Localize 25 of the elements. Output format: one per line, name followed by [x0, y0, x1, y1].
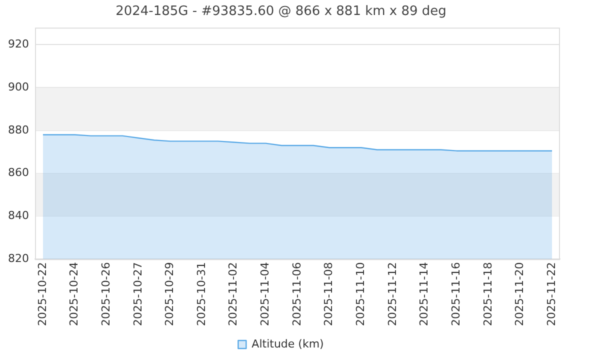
- legend-label: Altitude (km): [252, 337, 324, 350]
- x-tick-label: 2025-11-20: [513, 262, 526, 326]
- x-tick-label: 2025-11-22: [544, 262, 558, 326]
- x-tick-label: 2025-11-04: [258, 262, 272, 326]
- x-tick-label: 2025-11-18: [481, 262, 494, 326]
- x-tick-label: 2025-11-08: [322, 262, 336, 326]
- x-tick-label: 2025-10-22: [36, 262, 49, 326]
- y-tick-label: 820: [8, 252, 29, 265]
- x-tick-label: 2025-10-26: [99, 262, 112, 326]
- x-tick-label: 2025-11-12: [386, 262, 399, 326]
- x-tick-label: 2025-10-29: [163, 262, 176, 326]
- y-tick-label: 860: [8, 166, 29, 180]
- chart-title: 2024-185G - #93835.60 @ 866 x 881 km x 89 deg: [116, 4, 446, 20]
- y-tick-label: 900: [8, 80, 29, 94]
- x-tick-label: 2025-10-27: [131, 262, 144, 326]
- y-tick-label: 880: [8, 123, 29, 136]
- y-tick-label: 920: [8, 38, 29, 51]
- x-tick-label: 2025-11-06: [290, 262, 304, 326]
- x-tick-label: 2025-11-14: [418, 262, 431, 326]
- y-tick-label: 840: [8, 209, 29, 222]
- x-tick-label: 2025-11-16: [449, 262, 462, 326]
- x-tick-label: 2025-10-24: [68, 262, 81, 326]
- x-tick-label: 2025-11-10: [354, 262, 367, 326]
- x-tick-label: 2025-10-31: [194, 262, 208, 326]
- x-tick-label: 2025-11-02: [226, 262, 240, 326]
